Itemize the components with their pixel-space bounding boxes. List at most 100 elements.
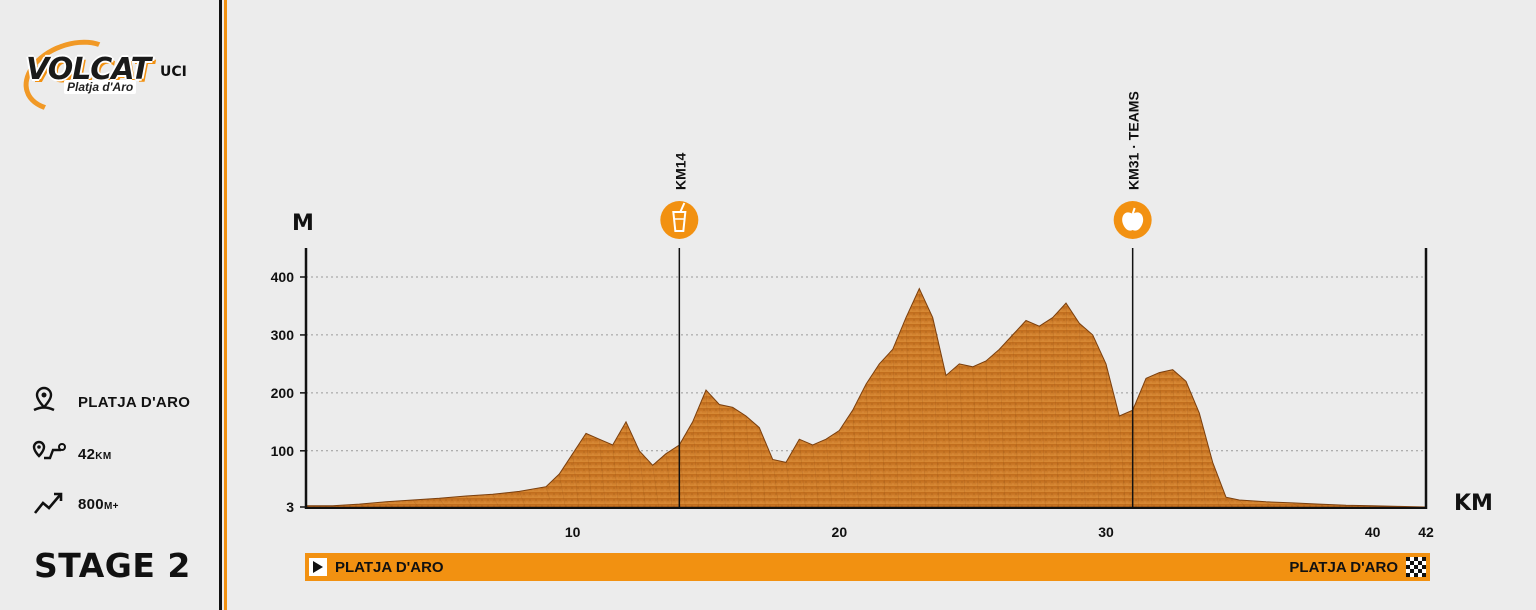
- marker-badge: [660, 201, 699, 239]
- profile-shade: [585, 433, 593, 508]
- profile-shade: [1092, 334, 1099, 508]
- profile-shade: [825, 439, 833, 508]
- profile-shade: [332, 505, 339, 508]
- y-tick-label: 100: [271, 443, 295, 459]
- profile-shade: [1119, 416, 1126, 508]
- route-bar: PLATJA D'ARO PLATJA D'ARO: [305, 553, 1430, 581]
- profile-shade: [865, 384, 873, 508]
- profile-shade: [1105, 363, 1113, 508]
- distance-text: 42KM: [78, 446, 111, 463]
- profile-shade: [1239, 499, 1246, 508]
- profile-shade: [412, 499, 419, 508]
- map-pin-icon: [32, 386, 66, 419]
- divider-orange: [224, 0, 227, 610]
- profile-shade: [1025, 320, 1033, 508]
- distance-value: 42: [78, 446, 96, 463]
- profile-shade: [879, 363, 886, 508]
- info-elevation: 800M+: [32, 488, 119, 521]
- profile-shade: [799, 439, 806, 508]
- profile-shade: [785, 462, 793, 508]
- x-tick-label: 20: [832, 524, 848, 540]
- stage-title: STAGE 2: [34, 546, 191, 585]
- profile-shade: [1292, 502, 1299, 508]
- location-text: PLATJA D'ARO: [78, 394, 191, 411]
- profile-shade: [1159, 372, 1166, 508]
- y-tick-label: 300: [271, 327, 295, 343]
- route-icon: [32, 438, 66, 471]
- profile-area: [305, 287, 1427, 508]
- profile-shade: [919, 288, 926, 508]
- profile-shade: [1052, 317, 1059, 508]
- elevation-unit: M+: [103, 501, 119, 512]
- profile-shade: [759, 427, 766, 508]
- distance-unit: KM: [95, 451, 112, 462]
- profile-shade: [652, 465, 659, 508]
- drink-icon: [672, 202, 687, 232]
- profile-shade: [972, 366, 979, 508]
- apple-icon: [1122, 207, 1144, 231]
- profile-shade: [1039, 326, 1046, 508]
- profile-shade: [1265, 501, 1273, 508]
- profile-shade: [599, 439, 606, 508]
- elevation-text: 800M+: [78, 496, 119, 513]
- profile-shade: [945, 375, 953, 508]
- profile-shade: [999, 349, 1006, 508]
- profile-shade: [1012, 334, 1019, 508]
- marker-label: KM14: [672, 152, 688, 190]
- y-tick-label: 200: [271, 385, 295, 401]
- profile-shade: [839, 430, 846, 508]
- profile-shade: [1079, 323, 1086, 508]
- profile-shade: [1319, 503, 1326, 508]
- profile-shade: [1172, 369, 1179, 508]
- profile-shade: [705, 389, 713, 508]
- profile-shade: [679, 444, 686, 508]
- profile-shade: [932, 317, 939, 508]
- y-axis-title: M: [292, 211, 314, 236]
- profile-shade: [745, 416, 753, 508]
- route-start-label: PLATJA D'ARO: [335, 558, 444, 576]
- profile-shade: [639, 450, 646, 508]
- profile-shade: [812, 444, 819, 508]
- x-tick-label: 40: [1365, 524, 1381, 540]
- profile-shade: [732, 407, 739, 508]
- profile-shade: [1132, 410, 1139, 508]
- x-axis-title: KM: [1454, 491, 1493, 516]
- volcat-logo: VOLCAT UCI Platja d'Aro: [13, 26, 200, 126]
- profile-shade: [692, 421, 699, 508]
- profile-shade: [1399, 506, 1406, 508]
- profile-shade: [1372, 505, 1379, 508]
- y-tick-label: 3: [286, 499, 294, 515]
- info-location: PLATJA D'ARO: [32, 386, 190, 419]
- profile-shade: [492, 494, 499, 508]
- info-distance: 42KM: [32, 438, 111, 471]
- profile-shade: [665, 453, 673, 508]
- profile-shade: [359, 503, 366, 508]
- divider-black: [219, 0, 222, 610]
- marker-label: KM31 · TEAMS: [1126, 91, 1142, 190]
- route-start: PLATJA D'ARO: [309, 558, 444, 576]
- logo-suffix: UCI: [160, 64, 187, 80]
- profile-shade: [719, 404, 726, 508]
- elevation-gain-icon: [32, 488, 66, 521]
- profile-shade: [772, 459, 779, 508]
- profile-shade: [465, 495, 473, 508]
- profile-shade: [1199, 413, 1206, 508]
- elevation-value: 800: [78, 496, 104, 513]
- profile-shade: [985, 360, 993, 508]
- profile-shade: [625, 421, 633, 508]
- profile-shade: [1065, 303, 1073, 508]
- profile-shade: [1345, 504, 1353, 508]
- profile-shade: [519, 491, 526, 508]
- profile-shade: [1145, 378, 1153, 508]
- profile-shade: [572, 453, 579, 508]
- checkered-flag-icon: [1406, 557, 1426, 577]
- profile-shade: [1225, 496, 1233, 508]
- x-tick-label: 42: [1418, 524, 1434, 540]
- play-icon: [309, 558, 327, 576]
- profile-shade: [439, 498, 446, 508]
- x-tick-label: 30: [1098, 524, 1114, 540]
- profile-shade: [545, 486, 553, 508]
- elevation-area: [305, 287, 1427, 508]
- profile-shade: [385, 501, 393, 508]
- profile-shade: [959, 363, 966, 508]
